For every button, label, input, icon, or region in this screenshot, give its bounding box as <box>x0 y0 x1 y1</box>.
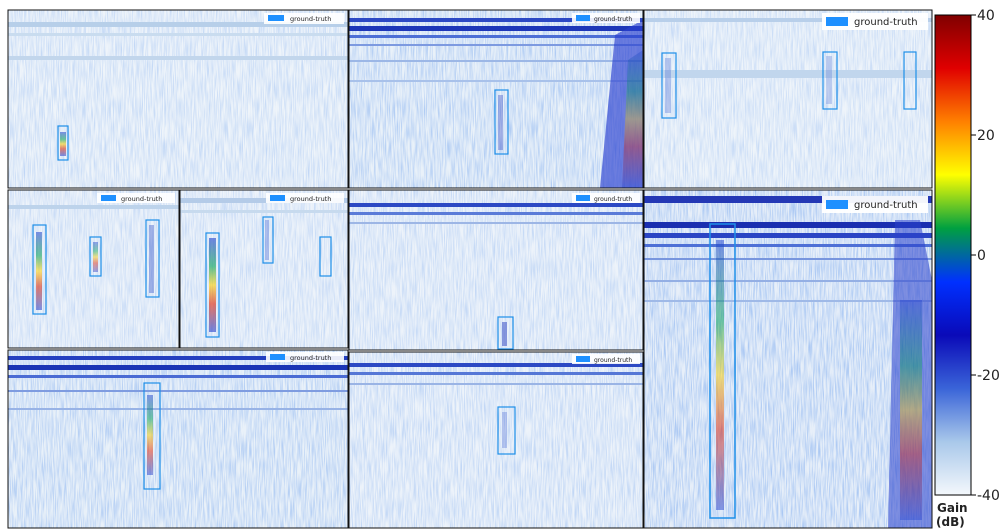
colorbar-label-line1: Gain <box>937 501 968 515</box>
radar-panel-2: ground-truth <box>349 10 643 188</box>
ground-truth-box <box>494 89 509 155</box>
legend: ground-truth <box>266 193 344 203</box>
legend-swatch <box>576 356 590 362</box>
ground-truth-box <box>205 232 220 338</box>
ground-truth-box <box>709 223 736 519</box>
colorbar-tick-label: 20 <box>977 128 995 144</box>
colorbar-label-line2: (dB) <box>936 515 965 529</box>
radar-panel-8: ground-truth <box>349 352 643 528</box>
colorbar-tick-label: 40 <box>977 8 995 24</box>
legend-label: ground-truth <box>854 17 918 28</box>
legend-swatch <box>268 15 284 21</box>
legend-swatch <box>576 15 590 21</box>
legend-swatch <box>576 195 590 201</box>
ground-truth-box <box>661 52 677 119</box>
colorbar-ticks: 40 20 0 -20 -40 <box>971 8 1000 504</box>
colorbar-tick-label: -40 <box>977 488 1000 504</box>
legend-swatch <box>270 195 285 201</box>
ground-truth-box <box>319 236 332 277</box>
legend-swatch <box>826 17 848 26</box>
ground-truth-box <box>822 51 838 110</box>
ground-truth-box <box>57 125 69 161</box>
legend-label: ground-truth <box>854 200 918 211</box>
legend-label: ground-truth <box>290 354 331 362</box>
ground-truth-box <box>32 224 47 315</box>
legend-swatch <box>826 200 848 209</box>
radar-panel-7: ground-truth <box>8 350 348 528</box>
radar-panel-5: ground-truth <box>180 190 348 348</box>
legend: ground-truth <box>572 13 640 23</box>
legend: ground-truth <box>572 354 640 364</box>
colorbar-tick-label: -20 <box>977 368 1000 384</box>
ground-truth-box <box>145 219 160 298</box>
ground-truth-box <box>143 382 161 490</box>
legend: ground-truth <box>264 13 344 24</box>
panel-borders <box>7 9 933 529</box>
legend: ground-truth <box>266 352 344 362</box>
legend: ground-truth <box>572 193 640 203</box>
legend-label: ground-truth <box>594 16 632 23</box>
legend-label: ground-truth <box>594 196 632 203</box>
colorbar-tick-label: 0 <box>977 248 986 264</box>
ground-truth-box <box>903 51 917 110</box>
radar-panel-9: ground-truth <box>644 190 932 528</box>
radar-panel-4: ground-truth <box>8 190 179 348</box>
legend-label: ground-truth <box>290 15 331 23</box>
legend: ground-truth <box>822 13 928 30</box>
colorbar: 40 20 0 -20 -40 Gain (dB) <box>934 8 1000 529</box>
radar-panel-6: ground-truth <box>349 190 643 350</box>
radar-panel-1: ground-truth <box>8 10 348 188</box>
ground-truth-box <box>262 216 274 264</box>
legend-label: ground-truth <box>121 195 162 203</box>
legend-label: ground-truth <box>594 357 632 364</box>
legend-swatch <box>101 195 116 201</box>
legend-label: ground-truth <box>290 195 331 203</box>
legend: ground-truth <box>97 193 175 203</box>
ground-truth-box <box>89 236 102 277</box>
colorbar-gradient <box>934 14 972 496</box>
legend-swatch <box>270 354 285 360</box>
ground-truth-box <box>497 316 514 350</box>
radar-panel-3: ground-truth <box>644 10 932 188</box>
legend: ground-truth <box>822 196 928 213</box>
ground-truth-box <box>497 406 516 455</box>
